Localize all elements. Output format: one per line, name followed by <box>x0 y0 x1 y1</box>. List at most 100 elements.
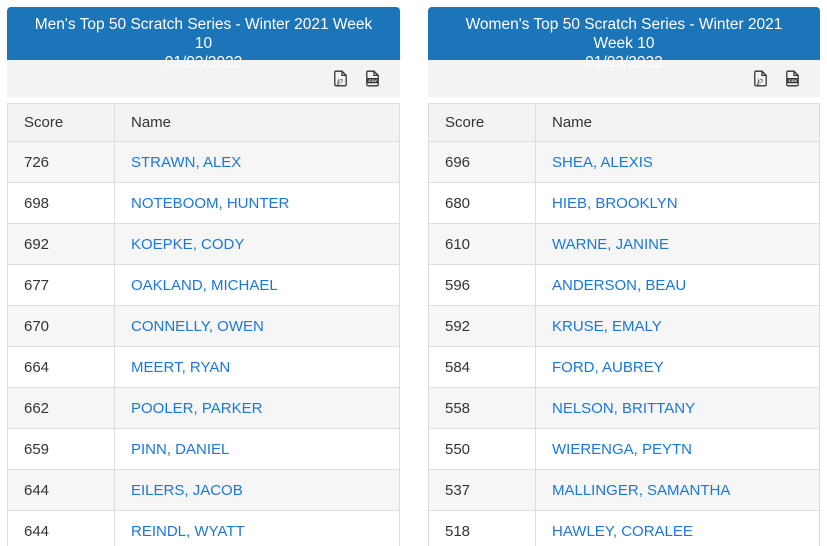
table-row: 696 SHEA, ALEXIS <box>428 141 820 183</box>
score-cell: 698 <box>7 182 115 224</box>
name-cell: STRAWN, ALEX <box>114 141 400 183</box>
name-cell: CONNELLY, OWEN <box>114 305 400 347</box>
name-cell: ANDERSON, BEAU <box>535 264 820 306</box>
table-row: 680 HIEB, BROOKLYN <box>428 182 820 224</box>
bowler-name-link[interactable]: HIEB, BROOKLYN <box>552 194 678 212</box>
womens-panel-title: Women's Top 50 Scratch Series - Winter 2… <box>428 7 820 71</box>
export-pdf-button[interactable]: ℘ <box>753 70 768 87</box>
name-cell: HIEB, BROOKLYN <box>535 182 820 224</box>
svg-text:℘: ℘ <box>337 76 343 86</box>
name-cell: POOLER, PARKER <box>114 387 400 429</box>
bowler-name-link[interactable]: WIERENGA, PEYTN <box>552 440 693 458</box>
column-header-name: Name <box>535 103 820 142</box>
file-csv-icon: CSV <box>365 70 380 90</box>
table-row: 537 MALLINGER, SAMANTHA <box>428 469 820 511</box>
table-row: 550 WIERENGA, PEYTN <box>428 428 820 470</box>
name-cell: NELSON, BRITTANY <box>535 387 820 429</box>
score-cell: 610 <box>428 223 536 265</box>
table-row: 662 POOLER, PARKER <box>7 387 400 429</box>
csv-icon-label: CSV <box>368 78 377 83</box>
bowler-name-link[interactable]: MALLINGER, SAMANTHA <box>552 481 731 499</box>
bowler-name-link[interactable]: REINDL, WYATT <box>131 522 245 540</box>
export-csv-button[interactable]: CSV <box>785 70 800 87</box>
table-row: 698 NOTEBOOM, HUNTER <box>7 182 400 224</box>
score-cell: 680 <box>428 182 536 224</box>
export-csv-button[interactable]: CSV <box>365 70 380 87</box>
table-row: 596 ANDERSON, BEAU <box>428 264 820 306</box>
bowler-name-link[interactable]: NOTEBOOM, HUNTER <box>131 194 290 212</box>
export-pdf-button[interactable]: ℘ <box>333 70 348 87</box>
panel-title-line1: Men's Top 50 Scratch Series - Winter 202… <box>34 16 373 52</box>
mens-scores-table: Score Name 726 STRAWN, ALEX 698 NOTEBOOM… <box>7 103 400 546</box>
svg-text:℘: ℘ <box>757 76 763 86</box>
name-cell: MALLINGER, SAMANTHA <box>535 469 820 511</box>
table-row: 644 REINDL, WYATT <box>7 510 400 546</box>
table-row: 726 STRAWN, ALEX <box>7 141 400 183</box>
table-row: 592 KRUSE, EMALY <box>428 305 820 347</box>
bowler-name-link[interactable]: WARNE, JANINE <box>552 235 669 253</box>
bowler-name-link[interactable]: CONNELLY, OWEN <box>131 317 264 335</box>
bowler-name-link[interactable]: EILERS, JACOB <box>131 481 243 499</box>
table-row: 677 OAKLAND, MICHAEL <box>7 264 400 306</box>
score-cell: 558 <box>428 387 536 429</box>
table-row: 659 PINN, DANIEL <box>7 428 400 470</box>
table-row: 518 HAWLEY, CORALEE <box>428 510 820 546</box>
table-row: 610 WARNE, JANINE <box>428 223 820 265</box>
table-row: 584 FORD, AUBREY <box>428 346 820 388</box>
name-cell: PINN, DANIEL <box>114 428 400 470</box>
table-row: 644 EILERS, JACOB <box>7 469 400 511</box>
bowler-name-link[interactable]: PINN, DANIEL <box>131 440 230 458</box>
name-cell: KRUSE, EMALY <box>535 305 820 347</box>
bowler-name-link[interactable]: HAWLEY, CORALEE <box>552 522 693 540</box>
score-cell: 596 <box>428 264 536 306</box>
mens-panel-title: Men's Top 50 Scratch Series - Winter 202… <box>7 7 400 71</box>
name-cell: MEERT, RYAN <box>114 346 400 388</box>
bowler-name-link[interactable]: KOEPKE, CODY <box>131 235 245 253</box>
bowler-name-link[interactable]: NELSON, BRITTANY <box>552 399 696 417</box>
name-cell: KOEPKE, CODY <box>114 223 400 265</box>
bowler-name-link[interactable]: FORD, AUBREY <box>552 358 664 376</box>
bowler-name-link[interactable]: MEERT, RYAN <box>131 358 231 376</box>
score-cell: 664 <box>7 346 115 388</box>
mens-export-toolbar: ℘ CSV <box>7 60 400 97</box>
bowler-name-link[interactable]: OAKLAND, MICHAEL <box>131 276 278 294</box>
score-cell: 696 <box>428 141 536 183</box>
name-cell: WIERENGA, PEYTN <box>535 428 820 470</box>
csv-icon-label: CSV <box>788 78 797 83</box>
score-cell: 692 <box>7 223 115 265</box>
name-cell: OAKLAND, MICHAEL <box>114 264 400 306</box>
bowler-name-link[interactable]: ANDERSON, BEAU <box>552 276 687 294</box>
bowler-name-link[interactable]: SHEA, ALEXIS <box>552 153 653 171</box>
divider <box>7 97 400 103</box>
score-cell: 677 <box>7 264 115 306</box>
name-cell: NOTEBOOM, HUNTER <box>114 182 400 224</box>
table-row: 664 MEERT, RYAN <box>7 346 400 388</box>
score-cell: 592 <box>428 305 536 347</box>
file-pdf-icon: ℘ <box>333 70 348 90</box>
score-cell: 670 <box>7 305 115 347</box>
column-header-name: Name <box>114 103 400 142</box>
table-row: 558 NELSON, BRITTANY <box>428 387 820 429</box>
name-cell: REINDL, WYATT <box>114 510 400 546</box>
score-cell: 584 <box>428 346 536 388</box>
bowler-name-link[interactable]: POOLER, PARKER <box>131 399 263 417</box>
womens-export-toolbar: ℘ CSV <box>428 60 820 97</box>
womens-scores-table: Score Name 696 SHEA, ALEXIS 680 HIEB, BR… <box>428 103 820 546</box>
divider <box>428 97 820 103</box>
name-cell: HAWLEY, CORALEE <box>535 510 820 546</box>
name-cell: FORD, AUBREY <box>535 346 820 388</box>
score-cell: 659 <box>7 428 115 470</box>
score-cell: 726 <box>7 141 115 183</box>
score-cell: 537 <box>428 469 536 511</box>
file-pdf-icon: ℘ <box>753 70 768 90</box>
score-cell: 644 <box>7 469 115 511</box>
name-cell: EILERS, JACOB <box>114 469 400 511</box>
name-cell: SHEA, ALEXIS <box>535 141 820 183</box>
header-row: Score Name <box>7 103 400 142</box>
column-header-score: Score <box>428 103 536 142</box>
bowler-name-link[interactable]: KRUSE, EMALY <box>552 317 662 335</box>
womens-panel: Women's Top 50 Scratch Series - Winter 2… <box>428 7 820 546</box>
table-row: 692 KOEPKE, CODY <box>7 223 400 265</box>
bowler-name-link[interactable]: STRAWN, ALEX <box>131 153 242 171</box>
panel-title-line2: 01/03/2022 <box>585 54 663 71</box>
